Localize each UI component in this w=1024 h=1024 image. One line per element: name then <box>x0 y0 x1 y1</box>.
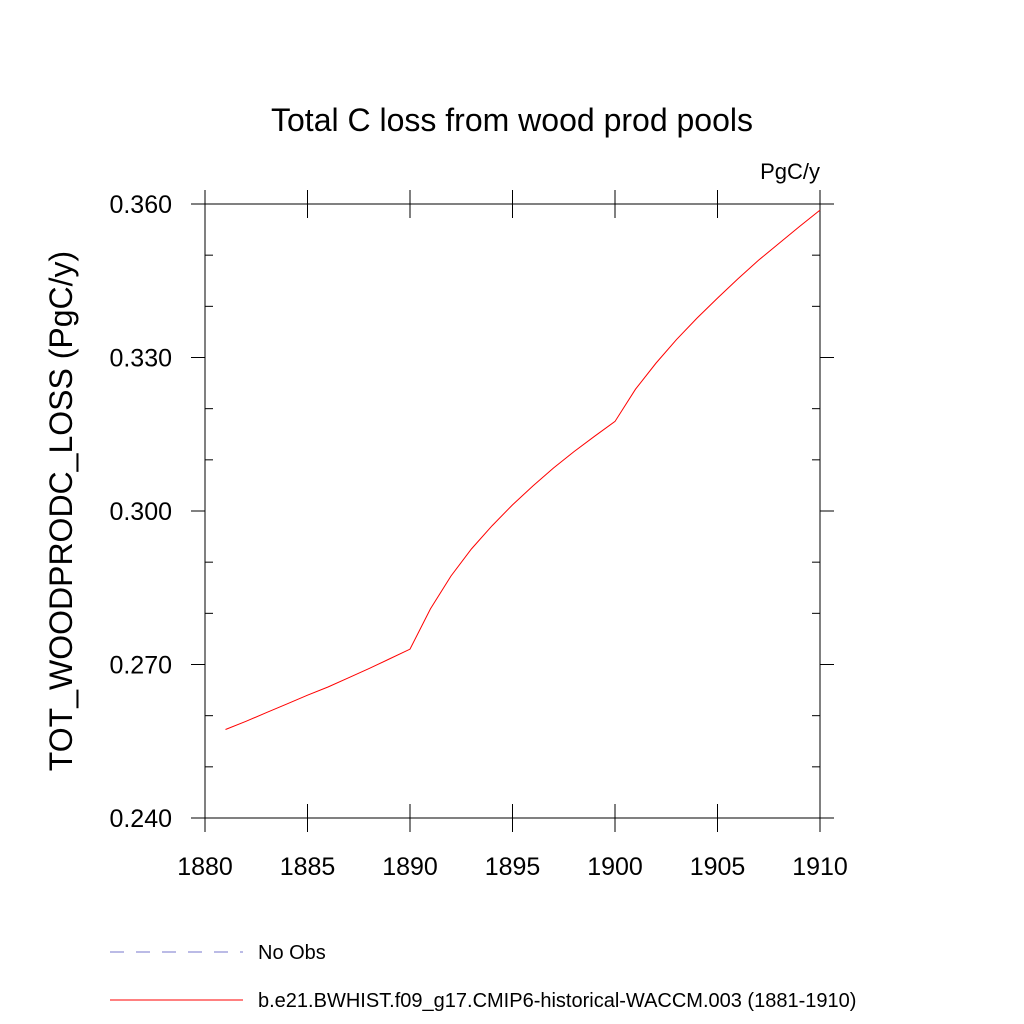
units-label: PgC/y <box>760 159 820 184</box>
y-tick-label: 0.240 <box>109 805 172 833</box>
y-tick-labels: 0.240 0.270 0.300 0.330 0.360 <box>109 191 172 833</box>
x-tick-labels: 1880 1885 1890 1895 1900 1905 1910 <box>177 853 848 881</box>
axis-ticks <box>191 190 834 832</box>
plot-frame <box>204 203 821 819</box>
x-tick-label: 1885 <box>280 853 336 881</box>
y-axis-label: TOT_WOODPRODC_LOSS (PgC/y) <box>43 251 79 771</box>
legend-label-no-obs: No Obs <box>258 942 326 964</box>
x-tick-label: 1880 <box>177 853 233 881</box>
series-line-1 <box>225 209 821 730</box>
x-tick-label: 1895 <box>485 853 541 881</box>
legend: No Obs b.e21.BWHIST.f09_g17.CMIP6-histor… <box>110 942 856 1012</box>
x-tick-label: 1905 <box>690 853 746 881</box>
x-tick-label: 1910 <box>792 853 848 881</box>
x-tick-label: 1900 <box>587 853 643 881</box>
legend-label-waccm: b.e21.BWHIST.f09_g17.CMIP6-historical-WA… <box>258 990 856 1012</box>
chart-title: Total C loss from wood prod pools <box>271 102 753 138</box>
y-tick-label: 0.360 <box>109 191 172 219</box>
series-lines <box>225 209 821 730</box>
x-tick-label: 1890 <box>382 853 438 881</box>
y-tick-label: 0.300 <box>109 498 172 526</box>
y-tick-label: 0.330 <box>109 345 172 373</box>
y-tick-label: 0.270 <box>109 652 172 680</box>
